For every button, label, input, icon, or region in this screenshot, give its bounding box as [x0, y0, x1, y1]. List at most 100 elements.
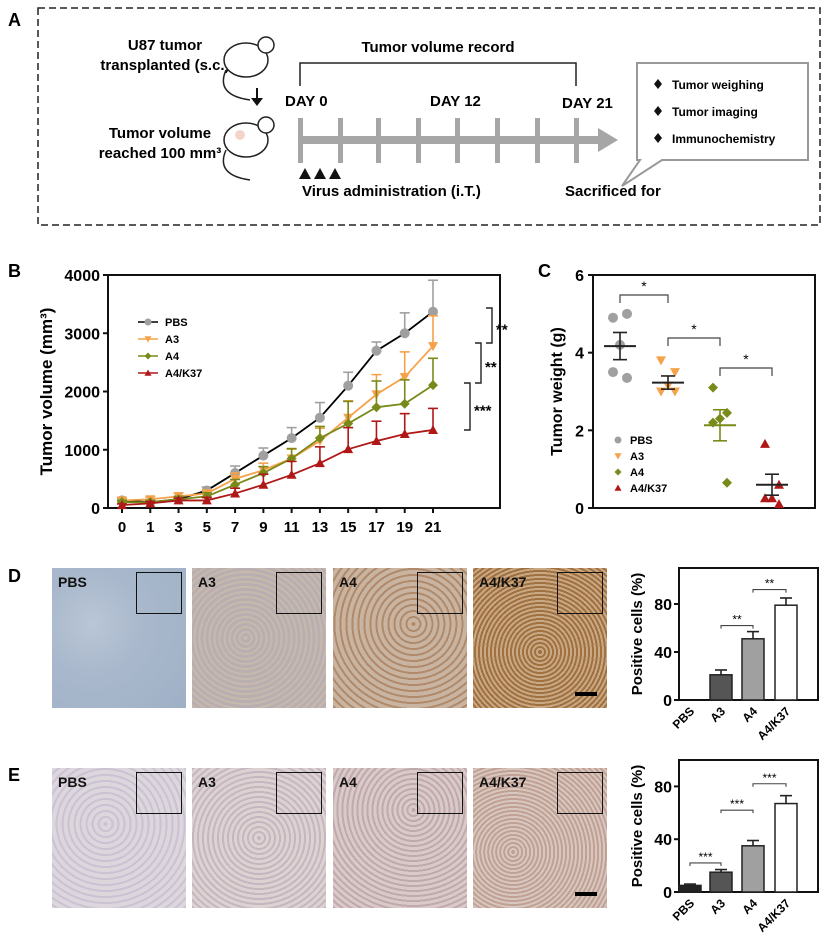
y-tick-label: 2000 — [64, 385, 100, 402]
record-bracket — [299, 62, 577, 86]
data-point — [656, 356, 666, 366]
y-tick-label: 3000 — [64, 326, 100, 343]
timeline-tick — [298, 118, 303, 163]
x-tick-label: 7 — [231, 519, 239, 536]
y-tick-label: 40 — [654, 832, 672, 849]
significance-label: *** — [698, 850, 712, 864]
data-point — [760, 493, 770, 503]
series-line — [122, 384, 434, 504]
magnified-inset — [276, 572, 322, 614]
micrograph-image: A4/K37 — [473, 568, 607, 708]
x-tick-label: 1 — [146, 519, 154, 536]
data-point — [428, 424, 438, 434]
micrograph-image: A4/K37 — [473, 768, 607, 908]
micrograph-label: PBS — [58, 774, 87, 790]
y-axis-label: Positive cells (%) — [629, 765, 646, 888]
x-tick-label: 0 — [118, 519, 126, 536]
micrograph-label: A4/K37 — [479, 774, 527, 790]
data-point — [622, 308, 632, 319]
timeline-tick — [416, 118, 421, 163]
timeline-tick — [455, 118, 460, 163]
data-point — [722, 477, 732, 488]
data-point — [371, 345, 382, 356]
data-point — [286, 433, 297, 444]
x-tick-label: A4 — [739, 896, 760, 917]
data-point — [258, 450, 269, 461]
bar — [741, 638, 765, 701]
timeline-tick — [574, 118, 579, 163]
data-point — [428, 342, 438, 352]
data-point — [371, 436, 382, 446]
data-point — [173, 495, 184, 505]
legend-label: A4 — [165, 351, 180, 363]
magnified-inset — [417, 572, 463, 614]
scale-bar — [575, 892, 597, 896]
timeline-tick — [495, 118, 500, 163]
y-tick-label: 80 — [654, 597, 672, 614]
x-tick-label: 9 — [259, 519, 267, 536]
outcome-item: Tumor weighing — [672, 78, 764, 92]
data-point — [258, 479, 269, 489]
data-point — [314, 412, 325, 423]
legend-label: A3 — [165, 334, 179, 346]
bar — [741, 845, 765, 893]
data-point — [343, 418, 354, 429]
magnified-inset — [557, 572, 603, 614]
magnified-inset — [417, 772, 463, 814]
data-point — [258, 468, 269, 479]
significance-bracket — [475, 342, 482, 384]
timeline-tick — [535, 118, 540, 163]
x-tick-label: A3 — [707, 704, 728, 725]
bar — [774, 604, 798, 701]
significance-label: *** — [730, 797, 744, 811]
bullet-diamond-icon — [654, 133, 662, 143]
y-tick-label: 2 — [575, 423, 584, 440]
bar — [709, 871, 733, 893]
legend-marker — [614, 484, 622, 491]
callout-box — [621, 62, 809, 187]
significance-label: ** — [732, 613, 742, 627]
data-point — [314, 433, 325, 444]
significance-label: ** — [496, 322, 508, 339]
timeline-tick — [338, 118, 343, 163]
legend-marker — [614, 436, 622, 444]
bullet-diamond-icon — [654, 79, 662, 89]
data-point — [774, 499, 784, 509]
significance-bracket — [752, 589, 787, 593]
mouse-with-tumor-icon — [222, 116, 275, 181]
y-tick-label: 6 — [575, 268, 584, 285]
data-point — [399, 398, 410, 409]
micrograph-image: A4 — [333, 768, 467, 908]
bar — [678, 884, 702, 893]
x-tick-label: 3 — [174, 519, 182, 536]
data-point — [314, 458, 325, 468]
y-axis-label: Positive cells (%) — [629, 573, 646, 696]
data-point — [343, 444, 354, 454]
down-arrow-icon — [251, 88, 263, 106]
panel-label-a: A — [8, 10, 21, 30]
significance-bracket — [486, 307, 493, 344]
legend-marker — [144, 318, 152, 326]
significance-label: * — [641, 278, 647, 294]
significance-label: ** — [765, 577, 775, 591]
significance-bracket — [752, 783, 787, 787]
significance-bracket — [719, 367, 773, 376]
data-point — [428, 380, 438, 391]
micrograph-label: A3 — [198, 574, 216, 590]
magnified-inset — [557, 772, 603, 814]
data-point — [343, 380, 354, 391]
x-tick-label: A3 — [707, 896, 728, 917]
significance-label: * — [743, 351, 749, 367]
record-label: Tumor volume record — [361, 39, 514, 56]
virus-label: Virus administration (i.T.) — [302, 183, 481, 200]
data-point — [371, 402, 382, 413]
y-tick-label: 1000 — [64, 443, 100, 460]
panel-label-b: B — [8, 261, 21, 281]
scale-bar — [575, 692, 597, 696]
day-21-label: DAY 21 — [562, 95, 613, 112]
significance-label: ** — [485, 359, 497, 376]
chart-c-tumor-weight: 0 2 4 6 Tumor weight (g) PBS A3 A4 A4/K37 * * * — [549, 268, 816, 518]
mouse-icon — [222, 36, 275, 101]
data-point — [622, 372, 632, 383]
